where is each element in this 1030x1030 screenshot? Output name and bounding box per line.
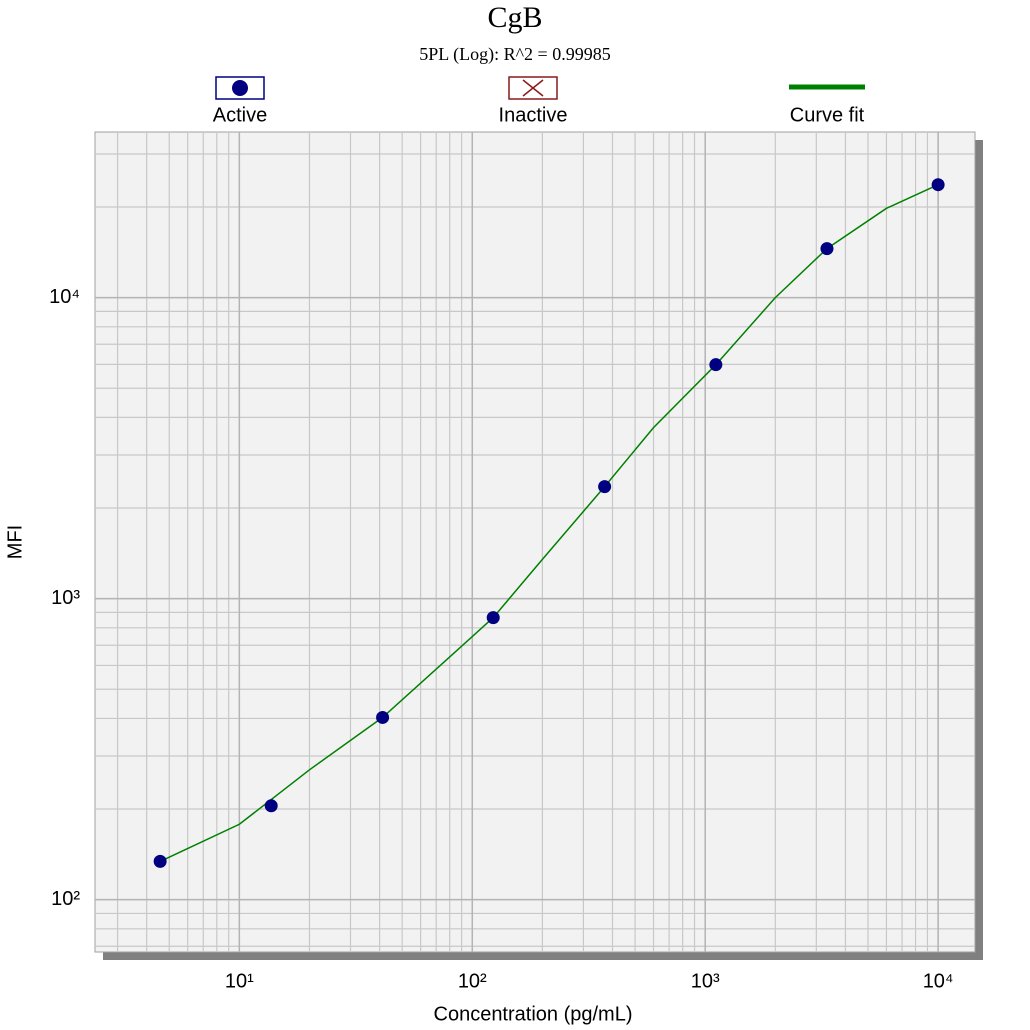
plot-area [94, 131, 976, 953]
y-tick-label: 10² [51, 888, 80, 910]
data-point [931, 178, 945, 192]
data-point [709, 358, 723, 372]
legend-marker [522, 79, 544, 97]
marks [153, 178, 945, 868]
x-tick-label: 10¹ [225, 970, 254, 992]
chart-subtitle: 5PL (Log): R^2 = 0.99985 [419, 44, 610, 65]
x-tick-label: 10² [458, 970, 487, 992]
data-point [598, 480, 612, 494]
x-tick-label: 10⁴ [923, 970, 954, 992]
x-tick-label: 10³ [691, 970, 720, 992]
grid [95, 132, 975, 952]
data-point [376, 710, 390, 724]
legend-label: Active [213, 104, 267, 126]
data-point [153, 854, 167, 868]
legend-marker [232, 80, 248, 96]
legend-label: Curve fit [790, 104, 865, 126]
y-axis-label: MFI [4, 525, 26, 559]
y-tick-label: 10³ [51, 587, 80, 609]
x-axis-label: Concentration (pg/mL) [434, 1003, 633, 1025]
legend: Active Inactive Curve fit [213, 76, 865, 126]
y-tick-label: 10⁴ [49, 286, 80, 308]
legend-label: Inactive [499, 104, 568, 126]
data-point [486, 611, 500, 625]
data-point [264, 799, 278, 813]
data-point [820, 242, 834, 256]
curve-line [159, 184, 939, 863]
chart-title: CgB [487, 1, 542, 34]
